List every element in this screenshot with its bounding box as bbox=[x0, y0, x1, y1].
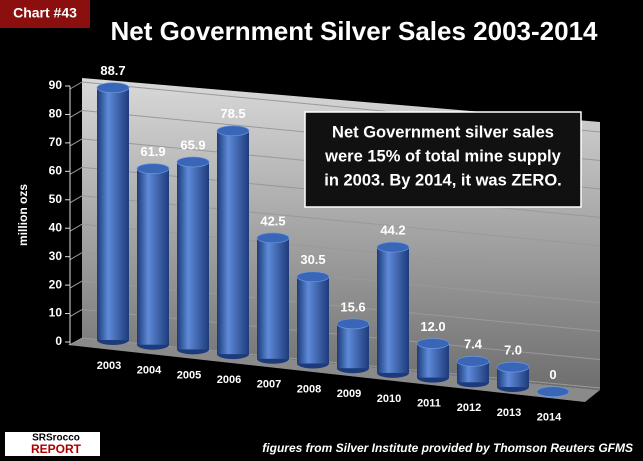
bar bbox=[337, 323, 369, 369]
value-label: 88.7 bbox=[100, 63, 125, 78]
y-tick-label: 30 bbox=[49, 249, 63, 263]
value-label: 7.0 bbox=[504, 343, 522, 358]
bar-top bbox=[456, 355, 490, 367]
grid-line bbox=[69, 166, 83, 175]
grid-line bbox=[69, 110, 83, 118]
bar-top bbox=[216, 125, 250, 137]
x-tick-label: 2007 bbox=[257, 379, 281, 391]
x-tick-label: 2011 bbox=[417, 398, 441, 410]
value-label: 78.5 bbox=[220, 106, 245, 121]
value-label: 0 bbox=[549, 367, 556, 382]
bar-top bbox=[376, 241, 410, 253]
bar bbox=[457, 361, 489, 383]
value-label: 15.6 bbox=[340, 299, 365, 314]
grid-line bbox=[69, 337, 83, 346]
bar bbox=[257, 237, 289, 359]
x-tick-label: 2010 bbox=[377, 393, 401, 405]
bar bbox=[217, 130, 249, 355]
x-tick-label: 2005 bbox=[177, 369, 201, 381]
value-label: 42.5 bbox=[260, 213, 285, 228]
grid-line bbox=[69, 138, 83, 147]
x-tick-label: 2009 bbox=[337, 388, 361, 400]
logo-text: SRSrocco bbox=[32, 433, 80, 444]
y-axis-label: million ozs bbox=[16, 184, 30, 246]
logo-box bbox=[5, 432, 100, 456]
bar bbox=[417, 343, 449, 378]
x-tick-label: 2006 bbox=[217, 374, 241, 386]
x-tick-label: 2013 bbox=[497, 407, 521, 419]
y-tick-label: 10 bbox=[49, 306, 63, 320]
grid-line bbox=[69, 252, 83, 261]
badge-text: Chart #43 bbox=[13, 5, 77, 21]
badge bbox=[0, 0, 90, 28]
value-label: 30.5 bbox=[300, 252, 325, 267]
bar bbox=[497, 367, 529, 387]
x-tick-label: 2008 bbox=[297, 383, 321, 395]
bar-top bbox=[496, 361, 530, 373]
y-tick-label: 20 bbox=[49, 277, 63, 291]
grid-line bbox=[69, 280, 83, 289]
y-tick-label: 90 bbox=[49, 78, 63, 92]
annotation-line: were 15% of total mine supply bbox=[324, 147, 561, 165]
bar bbox=[97, 87, 129, 340]
bar-top bbox=[536, 386, 570, 398]
bar bbox=[297, 276, 329, 364]
y-tick-label: 60 bbox=[49, 164, 63, 178]
y-tick-label: 0 bbox=[55, 334, 62, 348]
value-label: 61.9 bbox=[140, 144, 165, 159]
bar bbox=[377, 247, 409, 373]
grid-line bbox=[69, 223, 83, 232]
bar-top bbox=[296, 271, 330, 283]
bar-top bbox=[336, 318, 370, 330]
logo-text: REPORT bbox=[31, 442, 82, 456]
chart-title: Net Government Silver Sales 2003-2014 bbox=[110, 16, 598, 46]
bar-top bbox=[416, 338, 450, 349]
grid-line bbox=[69, 81, 83, 90]
annotation-line: in 2003. By 2014, it was ZERO. bbox=[324, 171, 562, 189]
bar bbox=[137, 168, 169, 345]
annotation-line: Net Government silver sales bbox=[332, 123, 554, 141]
grid-line bbox=[69, 195, 83, 204]
x-tick-label: 2014 bbox=[537, 412, 562, 424]
value-label: 44.2 bbox=[380, 223, 405, 238]
bar-top bbox=[256, 232, 290, 244]
y-tick-label: 50 bbox=[49, 192, 63, 206]
bar-top bbox=[176, 156, 210, 168]
bar-top bbox=[96, 82, 130, 94]
y-tick-label: 40 bbox=[49, 220, 63, 234]
grid-line bbox=[69, 309, 83, 317]
annotation-box bbox=[304, 111, 582, 208]
value-label: 7.4 bbox=[464, 337, 483, 352]
y-tick-label: 70 bbox=[49, 135, 63, 149]
value-label: 65.9 bbox=[180, 137, 205, 152]
bar-top bbox=[136, 163, 170, 174]
y-tick-label: 80 bbox=[49, 107, 63, 121]
x-tick-label: 2003 bbox=[97, 360, 121, 372]
bar bbox=[177, 161, 209, 350]
value-label: 12.0 bbox=[420, 319, 445, 334]
x-tick-label: 2004 bbox=[137, 365, 162, 377]
source: figures from Silver Institute provided b… bbox=[262, 441, 633, 455]
x-tick-label: 2012 bbox=[457, 402, 481, 414]
